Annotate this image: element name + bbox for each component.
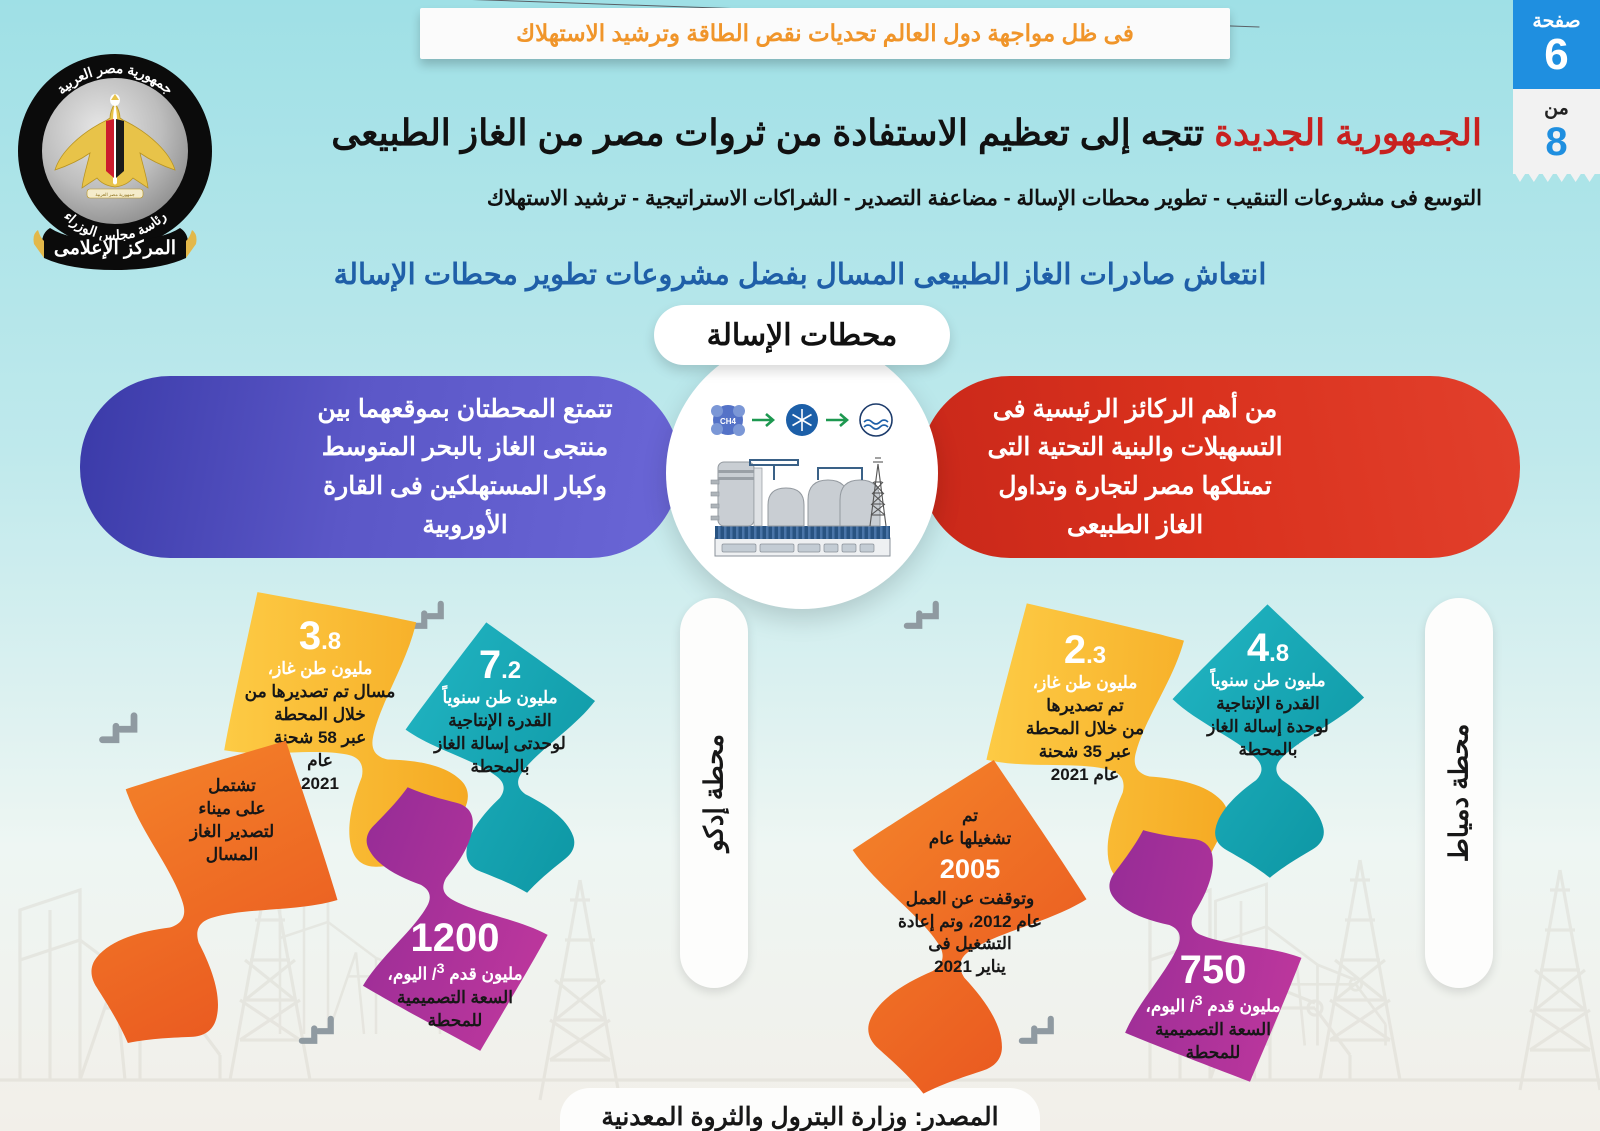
svg-text:CH4: CH4 bbox=[720, 417, 737, 426]
